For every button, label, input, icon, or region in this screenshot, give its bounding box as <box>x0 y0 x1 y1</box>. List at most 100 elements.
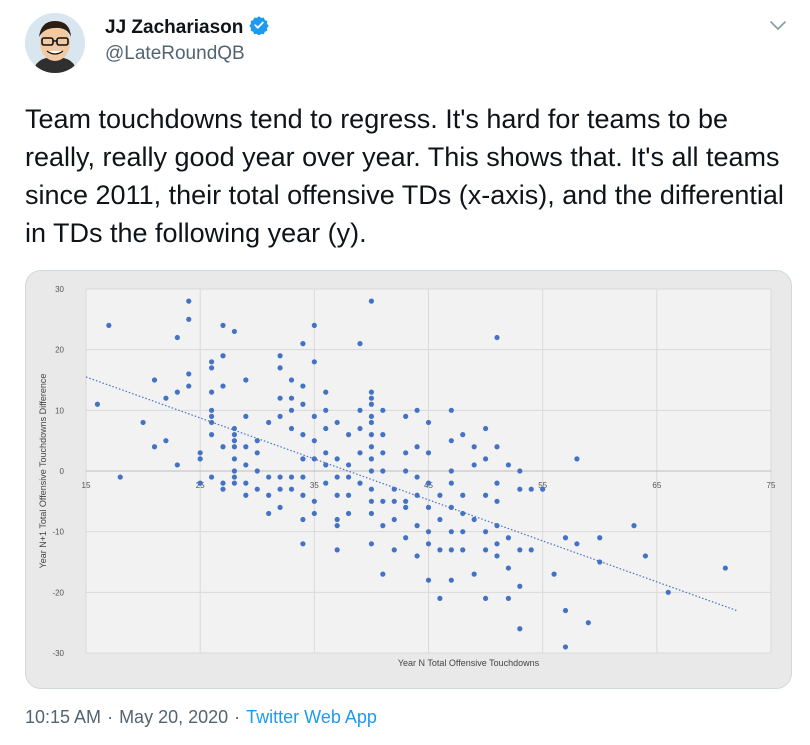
data-point <box>323 407 329 413</box>
data-point <box>437 492 443 498</box>
data-point <box>151 377 158 383</box>
data-point <box>323 425 329 432</box>
data-point <box>243 480 249 486</box>
data-point <box>174 334 180 341</box>
data-point <box>448 468 454 474</box>
data-point <box>243 377 249 383</box>
data-point <box>277 353 283 359</box>
data-point <box>380 407 386 413</box>
data-point <box>231 468 238 474</box>
data-point <box>403 535 409 541</box>
data-point <box>425 419 432 426</box>
data-point <box>220 480 226 486</box>
data-point <box>448 529 454 535</box>
data-point <box>380 571 386 577</box>
data-point <box>403 450 409 456</box>
data-point <box>323 480 329 486</box>
y-tick-label: 0 <box>60 467 65 476</box>
data-point <box>151 444 158 450</box>
data-point <box>551 571 557 577</box>
data-point <box>231 456 238 462</box>
data-point <box>460 529 466 535</box>
data-point <box>448 577 454 583</box>
data-point <box>94 401 101 407</box>
data-point <box>345 432 352 438</box>
data-point <box>517 583 523 589</box>
data-point <box>505 462 512 468</box>
data-point <box>277 504 283 510</box>
data-point <box>380 450 386 456</box>
data-point <box>597 535 603 541</box>
y-tick-label: 20 <box>55 346 64 355</box>
data-point <box>448 407 454 413</box>
data-point <box>368 456 375 462</box>
x-axis-title: Year N Total Offensive Touchdowns <box>398 658 540 668</box>
data-point <box>517 468 523 474</box>
tweet-text: Team touchdowns tend to regress. It's ha… <box>25 104 784 248</box>
data-point <box>208 389 215 395</box>
data-point <box>220 353 226 359</box>
data-point <box>277 486 283 492</box>
data-point <box>334 456 340 462</box>
data-point <box>357 450 363 456</box>
data-point <box>414 492 420 498</box>
data-point <box>288 407 295 413</box>
data-point <box>414 474 420 480</box>
data-point <box>345 474 352 480</box>
data-point <box>562 644 569 650</box>
x-tick-label: 55 <box>538 481 547 490</box>
data-point <box>323 450 329 456</box>
data-point <box>357 425 363 432</box>
data-point <box>186 383 192 389</box>
data-point <box>368 510 375 517</box>
data-point <box>208 474 215 480</box>
display-name[interactable]: JJ Zachariason <box>105 16 244 38</box>
data-point <box>414 407 420 413</box>
data-point <box>266 474 272 480</box>
chevron-down-icon[interactable] <box>766 14 790 38</box>
data-point <box>345 510 352 517</box>
user-handle[interactable]: @LateRoundQB <box>105 43 245 64</box>
data-point <box>403 504 409 510</box>
tweet-time[interactable]: 10:15 AM <box>25 707 102 727</box>
data-point <box>288 474 295 480</box>
data-point <box>425 577 432 583</box>
data-point <box>494 444 500 450</box>
data-point <box>254 450 260 456</box>
data-point <box>562 607 569 614</box>
data-point <box>220 322 226 328</box>
data-point <box>368 395 375 401</box>
data-point <box>300 432 306 438</box>
y-tick-label: -30 <box>52 649 64 658</box>
data-point <box>722 565 728 571</box>
data-point <box>505 565 512 571</box>
data-point <box>380 468 386 474</box>
data-point <box>368 389 375 395</box>
tweet-date[interactable]: May 20, 2020 <box>119 707 229 727</box>
y-axis-title: Year N+1 Total Offensive Touchdowns Diff… <box>38 374 48 569</box>
data-point <box>163 395 169 401</box>
avatar[interactable] <box>25 13 85 73</box>
data-point <box>231 444 238 450</box>
data-point <box>380 523 386 529</box>
data-point <box>345 462 352 468</box>
data-point <box>494 480 500 486</box>
tweet-source-app[interactable]: Twitter Web App <box>246 707 377 727</box>
data-point <box>482 547 489 553</box>
data-point <box>117 474 123 480</box>
data-point <box>254 486 260 492</box>
data-point <box>448 438 454 444</box>
data-point <box>665 589 671 595</box>
data-point <box>540 486 546 492</box>
data-point <box>277 365 283 371</box>
data-point <box>380 498 386 504</box>
data-point <box>368 498 375 504</box>
data-point <box>574 456 580 462</box>
data-point <box>368 298 375 304</box>
data-point <box>391 498 397 504</box>
data-point <box>231 438 238 444</box>
avatar-illustration <box>25 13 85 73</box>
